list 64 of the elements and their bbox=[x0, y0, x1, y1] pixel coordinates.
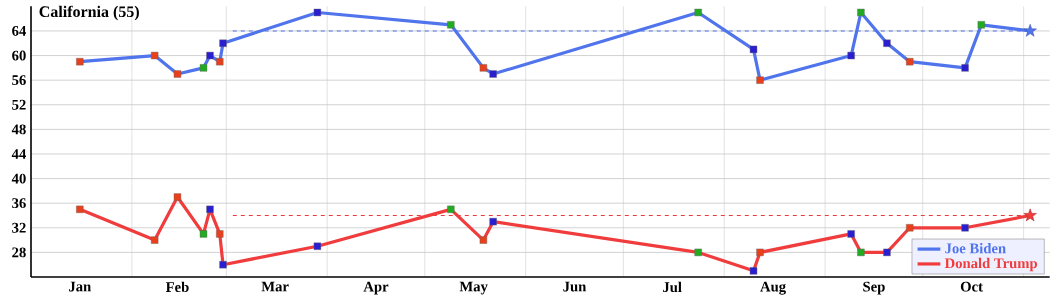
x-tick-label: May bbox=[459, 281, 488, 295]
point bbox=[219, 261, 227, 269]
point bbox=[883, 39, 891, 47]
point bbox=[151, 51, 159, 60]
point bbox=[857, 8, 865, 17]
point bbox=[961, 64, 969, 72]
x-tick-label: Oct bbox=[960, 281, 983, 292]
point bbox=[961, 224, 969, 232]
chart-title: California (55) bbox=[39, 5, 139, 21]
y-tick-label: 48 bbox=[11, 124, 26, 135]
point bbox=[847, 51, 855, 60]
point bbox=[489, 217, 497, 226]
point bbox=[313, 242, 322, 250]
point bbox=[694, 248, 702, 257]
y-tick-label: 52 bbox=[12, 99, 26, 110]
point bbox=[847, 230, 855, 238]
point bbox=[447, 21, 455, 29]
point bbox=[76, 58, 84, 66]
y-tick-label: 32 bbox=[12, 222, 26, 233]
x-tick-label: Sep bbox=[863, 281, 885, 295]
x-tick-label: Jun bbox=[563, 281, 587, 292]
point bbox=[906, 58, 914, 66]
x-tick-label: Aug bbox=[760, 281, 786, 295]
point bbox=[199, 64, 208, 72]
point bbox=[1023, 24, 1037, 37]
point bbox=[199, 230, 208, 238]
y-tick-label: 44 bbox=[11, 149, 26, 159]
point bbox=[857, 248, 865, 257]
point bbox=[489, 70, 497, 78]
point bbox=[173, 70, 182, 78]
point bbox=[76, 205, 84, 213]
point bbox=[479, 64, 488, 72]
y-tick-label: 36 bbox=[12, 198, 26, 209]
point bbox=[216, 230, 224, 238]
point bbox=[447, 205, 455, 213]
x-tick-label: Jul bbox=[663, 281, 682, 293]
x-tick-label: Feb bbox=[165, 281, 189, 293]
y-tick-label: 56 bbox=[12, 75, 26, 86]
point bbox=[1023, 208, 1037, 222]
legend-label: Donald Trump bbox=[944, 257, 1038, 272]
x-tick-label: Apr bbox=[363, 281, 389, 295]
x-tick-label: Jan bbox=[69, 281, 91, 292]
point bbox=[977, 21, 985, 29]
point bbox=[749, 45, 758, 54]
y-tick-label: 28 bbox=[12, 247, 26, 258]
point bbox=[883, 248, 891, 257]
legend-label: Joe Biden bbox=[945, 243, 1006, 254]
point bbox=[151, 236, 159, 244]
point bbox=[219, 39, 227, 47]
point bbox=[206, 205, 214, 213]
x-tick-label: Mar bbox=[261, 281, 289, 292]
point bbox=[313, 8, 322, 17]
point bbox=[906, 224, 914, 232]
point bbox=[749, 267, 758, 275]
point bbox=[756, 248, 764, 257]
y-tick-label: 40 bbox=[11, 173, 26, 184]
point bbox=[694, 8, 702, 17]
point bbox=[479, 236, 488, 244]
point bbox=[173, 193, 182, 201]
y-tick-label: 60 bbox=[12, 50, 26, 61]
point bbox=[756, 76, 764, 84]
point bbox=[206, 51, 214, 60]
y-tick-label: 64 bbox=[12, 26, 26, 36]
point bbox=[216, 58, 224, 66]
